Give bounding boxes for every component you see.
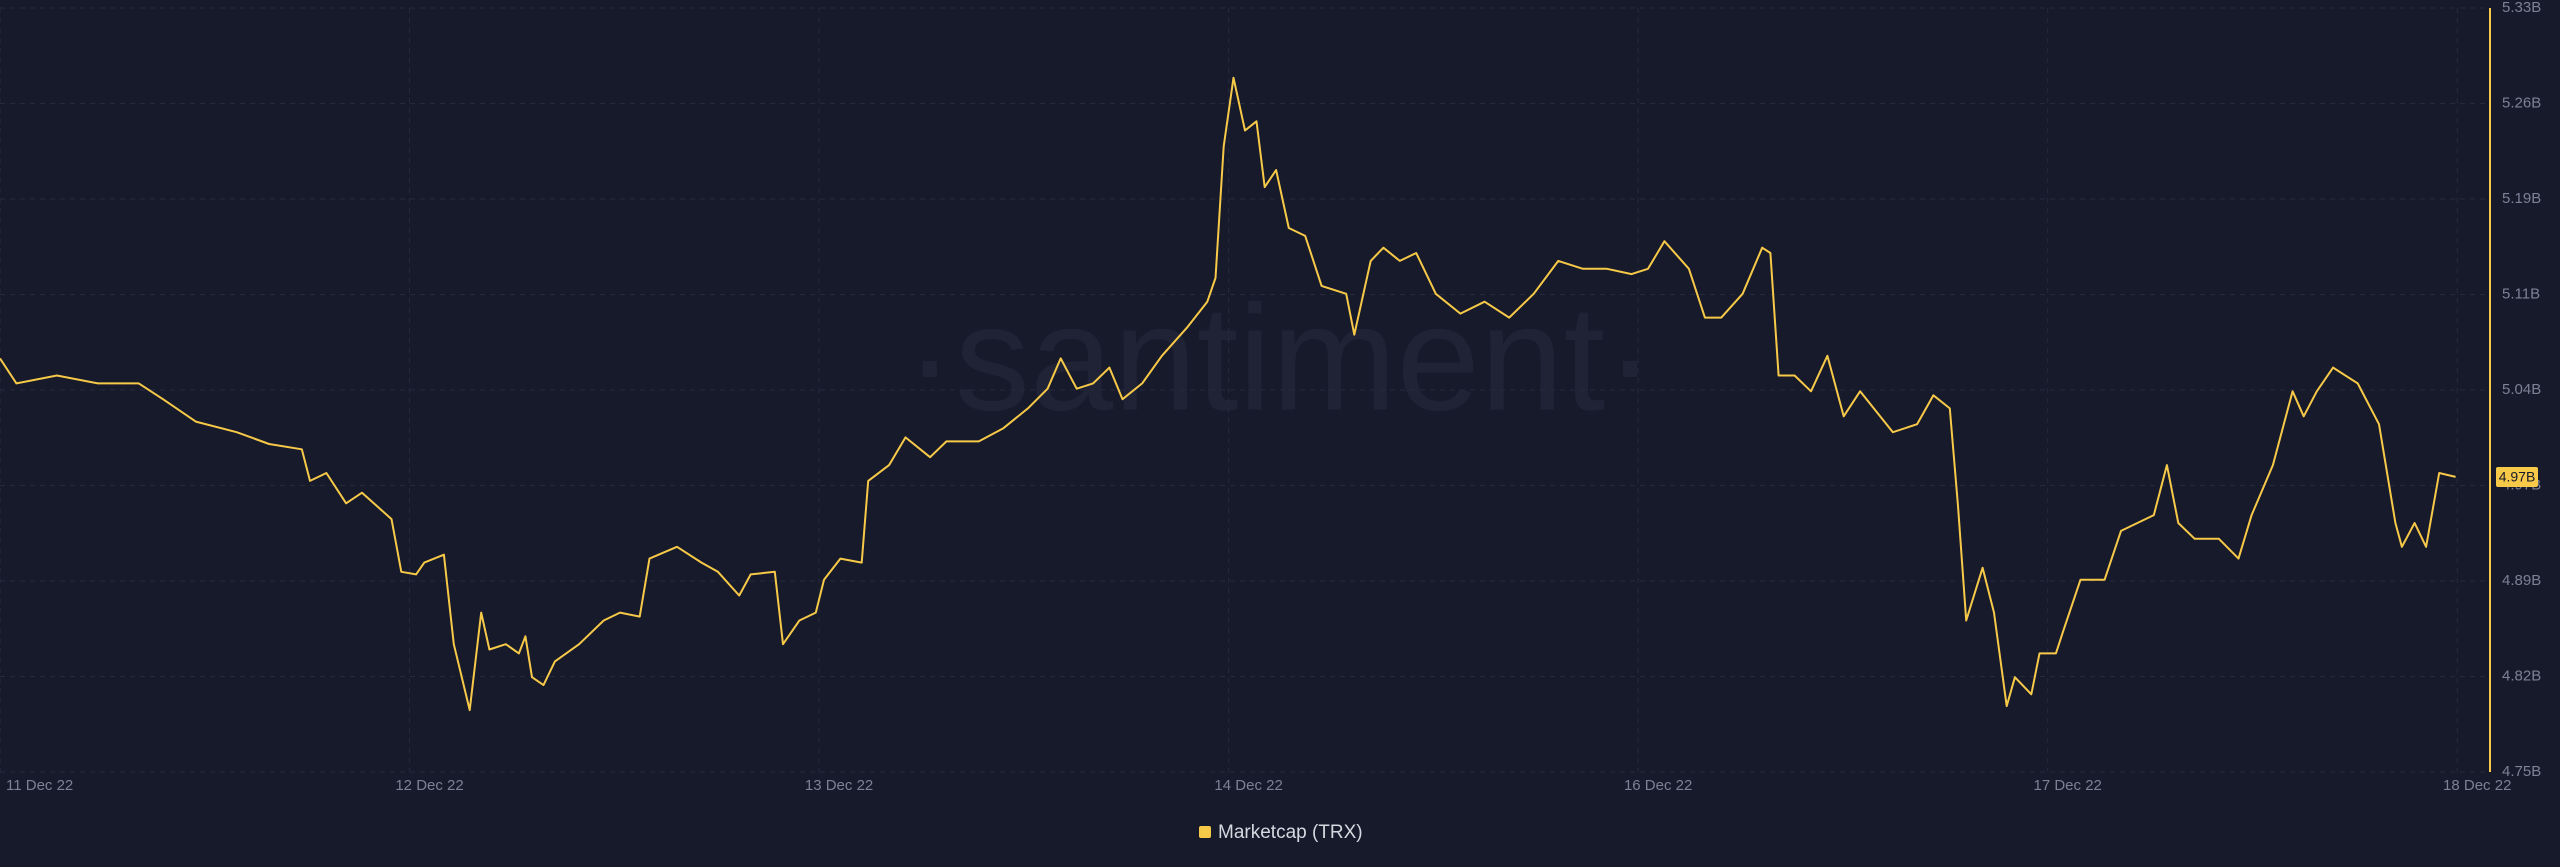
x-tick-label: 18 Dec 22 [2443, 777, 2511, 794]
y-tick-label: 5.33B [2502, 0, 2541, 16]
x-tick-label: 16 Dec 22 [1624, 777, 1692, 794]
y-tick-label: 4.82B [2502, 667, 2541, 684]
current-value-badge [2496, 466, 2538, 487]
legend-swatch [1199, 826, 1211, 838]
y-tick-label: 5.04B [2502, 381, 2541, 398]
y-tick-label: 5.11B [2502, 285, 2540, 302]
current-value-label: 4.97B [2499, 469, 2536, 485]
x-tick-label: 17 Dec 22 [2034, 777, 2102, 794]
x-tick-label: 13 Dec 22 [805, 777, 873, 794]
x-tick-label: 12 Dec 22 [395, 777, 463, 794]
y-tick-label: 4.89B [2502, 572, 2541, 589]
watermark: ·santiment· [905, 274, 1655, 442]
x-tick-label: 11 Dec 22 [6, 777, 73, 794]
legend-label: Marketcap (TRX) [1218, 822, 1363, 843]
line [0, 76, 2456, 712]
x-tick-label: 14 Dec 22 [1214, 777, 1282, 794]
y-tick-label: 5.19B [2502, 190, 2541, 207]
y-tick-label: 5.26B [2502, 94, 2541, 111]
y-tick-label: 4.75B [2502, 763, 2541, 780]
